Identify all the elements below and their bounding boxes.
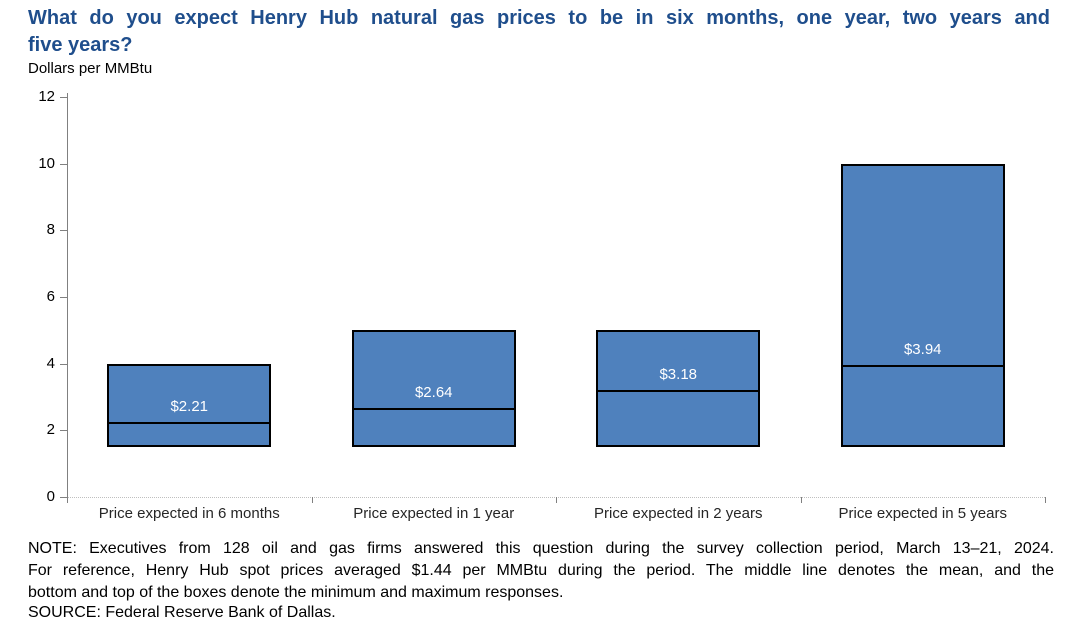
- category-label: Price expected in 1 year: [353, 505, 515, 522]
- y-tick-mark: [60, 363, 67, 365]
- mean-value-label: $2.21: [170, 398, 209, 416]
- y-axis-units-label: Dollars per MMBtu: [28, 60, 153, 77]
- note-line-3: bottom and top of the boxes denote the m…: [28, 584, 564, 601]
- price-range-box: [596, 330, 761, 447]
- y-tick-label: 10: [38, 154, 55, 172]
- y-tick-label: 8: [46, 221, 55, 239]
- mean-line: [840, 364, 1005, 367]
- mean-line: [107, 422, 272, 425]
- mean-value-label: $2.64: [414, 384, 453, 401]
- x-boundary-tick: [556, 497, 557, 503]
- note-line-2: For reference, Henry Hub spot prices ave…: [28, 562, 1054, 579]
- y-tick-label: 2: [46, 421, 55, 439]
- mean-value-label: $3.18: [659, 366, 698, 383]
- mean-line: [351, 408, 516, 410]
- y-axis-line: [67, 93, 68, 503]
- category-label: Price expected in 6 months: [98, 505, 280, 522]
- note-line-1: NOTE: Executives from 128 oil and gas fi…: [28, 540, 1054, 557]
- price-range-box: [840, 163, 1005, 447]
- chart-title: What do you expect Henry Hub natural gas…: [28, 5, 1050, 59]
- category-label: Price expected in 5 years: [838, 505, 1007, 522]
- y-tick-label: 0: [46, 488, 55, 505]
- chart-title-line-1: What do you expect Henry Hub natural gas…: [28, 7, 1050, 29]
- y-tick-label: 6: [46, 288, 55, 305]
- x-boundary-tick: [311, 497, 313, 503]
- y-tick-mark: [60, 230, 67, 232]
- chart-note: NOTE: Executives from 128 oil and gas fi…: [28, 538, 1054, 604]
- y-tick-mark: [60, 297, 67, 298]
- y-tick-mark: [60, 497, 67, 498]
- price-range-box: [351, 330, 516, 447]
- x-boundary-tick: [800, 497, 802, 503]
- price-range-box: [107, 363, 272, 447]
- y-tick-mark: [60, 430, 67, 432]
- category-label: Price expected in 2 years: [594, 505, 763, 522]
- x-boundary-tick: [1045, 497, 1046, 503]
- y-tick-mark: [60, 97, 67, 98]
- y-tick-mark: [60, 163, 67, 165]
- x-boundary-tick: [67, 497, 68, 503]
- chart-source: SOURCE: Federal Reserve Bank of Dallas.: [28, 604, 336, 621]
- y-tick-label: 12: [38, 88, 55, 105]
- mean-value-label: $3.94: [903, 340, 942, 358]
- y-tick-label: 4: [46, 354, 55, 372]
- mean-line: [596, 390, 761, 392]
- chart-title-line-2: five years?: [28, 34, 133, 56]
